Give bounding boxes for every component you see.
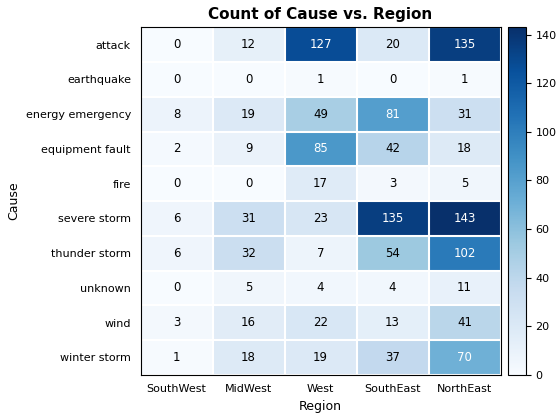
- Title: Count of Cause vs. Region: Count of Cause vs. Region: [208, 7, 433, 22]
- X-axis label: Region: Region: [299, 400, 342, 413]
- Text: 135: 135: [381, 212, 404, 225]
- Text: 17: 17: [313, 177, 328, 190]
- Text: 127: 127: [309, 38, 332, 51]
- Text: 6: 6: [173, 247, 180, 260]
- Text: 12: 12: [241, 38, 256, 51]
- Text: 0: 0: [173, 73, 180, 86]
- Text: 5: 5: [461, 177, 468, 190]
- Text: 0: 0: [245, 177, 252, 190]
- Text: 19: 19: [241, 108, 256, 121]
- Y-axis label: Cause: Cause: [7, 182, 20, 220]
- Text: 9: 9: [245, 142, 253, 155]
- Text: 135: 135: [454, 38, 475, 51]
- Text: 1: 1: [317, 73, 324, 86]
- Text: 31: 31: [241, 212, 256, 225]
- Text: 3: 3: [389, 177, 396, 190]
- Text: 22: 22: [313, 316, 328, 329]
- Text: 81: 81: [385, 108, 400, 121]
- Text: 4: 4: [389, 281, 396, 294]
- Text: 0: 0: [173, 281, 180, 294]
- Text: 0: 0: [173, 38, 180, 51]
- Text: 143: 143: [454, 212, 476, 225]
- Text: 20: 20: [385, 38, 400, 51]
- Text: 37: 37: [385, 351, 400, 364]
- Text: 18: 18: [241, 351, 256, 364]
- Text: 49: 49: [313, 108, 328, 121]
- Text: 1: 1: [461, 73, 468, 86]
- Text: 13: 13: [385, 316, 400, 329]
- Text: 32: 32: [241, 247, 256, 260]
- Text: 16: 16: [241, 316, 256, 329]
- Text: 19: 19: [313, 351, 328, 364]
- Text: 85: 85: [313, 142, 328, 155]
- Text: 54: 54: [385, 247, 400, 260]
- Text: 3: 3: [173, 316, 180, 329]
- Text: 31: 31: [457, 108, 472, 121]
- Text: 7: 7: [317, 247, 324, 260]
- Text: 102: 102: [454, 247, 476, 260]
- Text: 2: 2: [173, 142, 180, 155]
- Text: 0: 0: [389, 73, 396, 86]
- Text: 41: 41: [457, 316, 472, 329]
- Text: 18: 18: [457, 142, 472, 155]
- Text: 5: 5: [245, 281, 252, 294]
- Text: 42: 42: [385, 142, 400, 155]
- Text: 6: 6: [173, 212, 180, 225]
- Text: 70: 70: [457, 351, 472, 364]
- Text: 0: 0: [245, 73, 252, 86]
- Text: 11: 11: [457, 281, 472, 294]
- Text: 1: 1: [173, 351, 180, 364]
- Text: 0: 0: [173, 177, 180, 190]
- Text: 8: 8: [173, 108, 180, 121]
- Text: 4: 4: [317, 281, 324, 294]
- Text: 23: 23: [313, 212, 328, 225]
